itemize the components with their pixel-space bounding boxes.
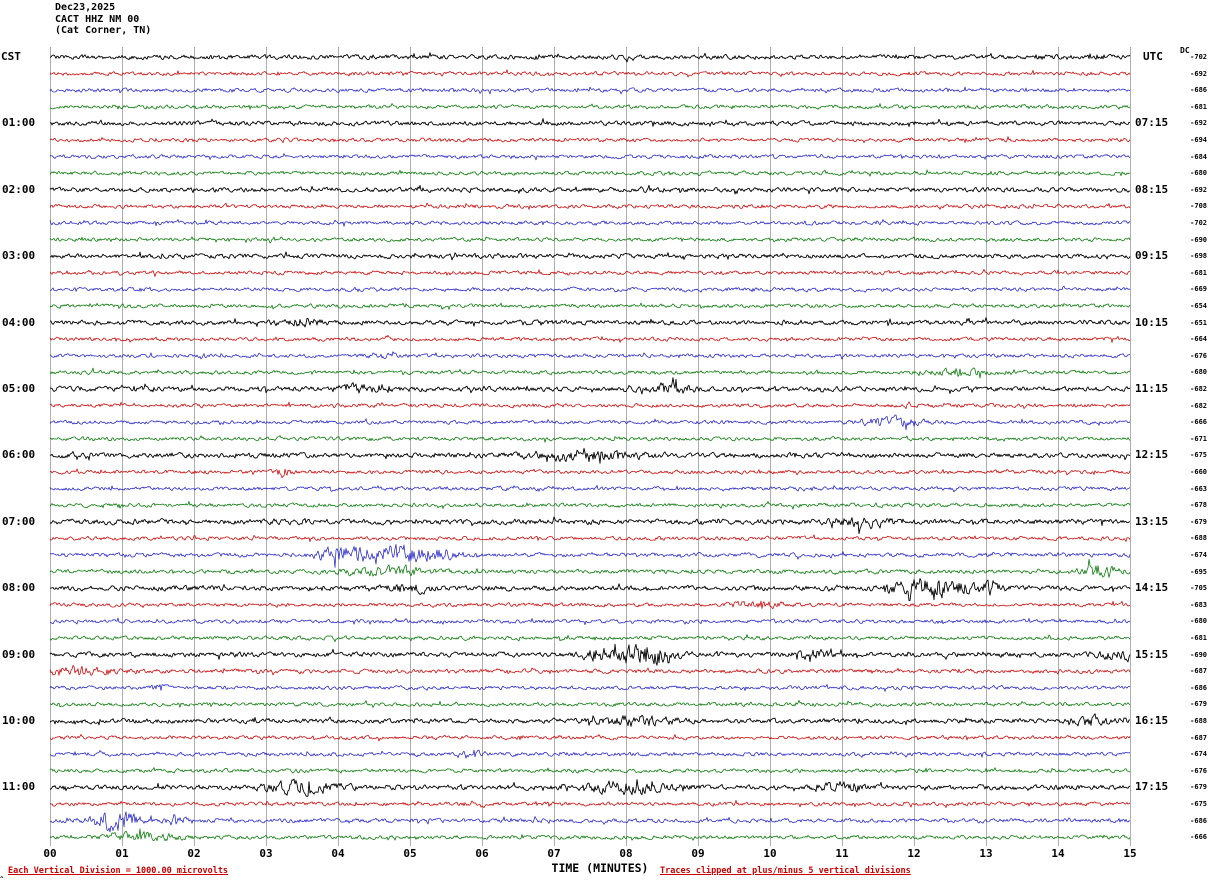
dc-offset-value: -692 (1190, 185, 1207, 194)
right-hour-label: 11:15 (1135, 382, 1169, 395)
dc-offset-value: -654 (1190, 302, 1207, 310)
dc-offset-value: -680 (1190, 368, 1207, 377)
dc-offset-value: -692 (1190, 69, 1207, 78)
left-timezone-label: CST (1, 50, 21, 63)
right-hour-label: 13:15 (1135, 514, 1169, 528)
dc-offset-value: -663 (1190, 484, 1207, 493)
x-axis-tick-label: 07 (547, 847, 561, 860)
dc-offset-value: -671 (1190, 434, 1207, 443)
dc-offset-value: -688 (1190, 717, 1207, 725)
plot-station-location: (Cat Corner, TN) (55, 25, 152, 36)
left-hour-label: 01:00 (2, 116, 36, 130)
left-hour-label: 06:00 (2, 448, 36, 462)
dc-offset-value: -681 (1190, 102, 1207, 111)
left-hour-label: 05:00 (2, 382, 36, 395)
x-axis-tick-label: 10 (763, 847, 777, 860)
dc-offset-value: -679 (1190, 700, 1207, 709)
dc-offset-value: -669 (1190, 285, 1207, 294)
dc-offset-value: -694 (1190, 136, 1207, 144)
dc-offset-value: -664 (1190, 335, 1207, 344)
dc-offset-value: -688 (1190, 534, 1207, 543)
dc-offset-value: -675 (1190, 451, 1207, 460)
dc-offset-value: -686 (1190, 86, 1207, 95)
left-hour-label: 02:00 (2, 182, 36, 196)
dc-offset-value: -698 (1190, 252, 1207, 261)
x-axis-tick-label: 02 (187, 847, 201, 860)
right-timezone-label: UTC (1143, 50, 1163, 63)
x-axis-title: TIME (MINUTES) (551, 861, 649, 875)
dc-offset-column-header: DC (1180, 46, 1190, 55)
dc-offset-value: -678 (1190, 501, 1207, 510)
dc-offset-value: -675 (1190, 800, 1207, 808)
dc-offset-value: -666 (1190, 418, 1207, 427)
x-axis-tick-label: 04 (331, 847, 345, 860)
right-hour-label: 09:15 (1135, 249, 1169, 263)
dc-offset-value: -692 (1190, 119, 1207, 128)
right-hour-label: 17:15 (1135, 780, 1169, 794)
plot-station-id: CACT HHZ NM 00 (55, 13, 140, 25)
dc-offset-value: -674 (1190, 551, 1207, 559)
right-hour-label: 12:15 (1135, 448, 1169, 462)
dc-offset-value: -684 (1190, 152, 1207, 161)
dc-offset-value: -679 (1190, 783, 1207, 792)
x-axis-tick-label: 09 (691, 847, 705, 860)
x-axis-tick-label: 01 (115, 847, 129, 860)
x-axis-tick-label: 08 (619, 847, 633, 860)
right-hour-label: 10:15 (1135, 315, 1169, 329)
dc-offset-value: -687 (1190, 667, 1207, 676)
x-axis-tick-label: 15 (1123, 847, 1137, 860)
dc-offset-value: -651 (1190, 318, 1207, 327)
right-hour-label: 07:15 (1135, 116, 1169, 130)
dc-offset-value: -681 (1190, 268, 1207, 277)
footer-clip-note: Traces clipped at plus/minus 5 vertical … (660, 866, 911, 876)
x-axis-tick-label: 06 (475, 847, 489, 860)
left-hour-label: 04:00 (2, 315, 36, 329)
dc-offset-value: -690 (1190, 650, 1207, 659)
dc-offset-value: -660 (1190, 468, 1207, 476)
dc-offset-value: -682 (1190, 385, 1207, 393)
dc-offset-value: -674 (1190, 750, 1207, 759)
footer-scale-note: Each Vertical Division = 1000.00 microvo… (8, 866, 229, 876)
dc-offset-value: -683 (1190, 600, 1207, 609)
left-hour-label: 09:00 (2, 647, 36, 661)
dc-offset-value: -681 (1190, 634, 1207, 642)
x-axis-tick-label: 13 (979, 847, 993, 860)
dc-offset-value: -686 (1190, 683, 1207, 692)
x-axis-tick-label: 14 (1051, 847, 1065, 860)
corner-mark: ^ (0, 876, 4, 883)
dc-offset-value: -702 (1190, 219, 1207, 227)
dc-offset-value: -708 (1190, 202, 1207, 211)
dc-offset-value: -686 (1190, 816, 1207, 825)
left-hour-label: 10:00 (2, 714, 36, 727)
dc-offset-value: -682 (1190, 401, 1207, 410)
dc-offset-value: -690 (1190, 235, 1207, 244)
plot-date: Dec23,2025 (55, 2, 116, 13)
dc-offset-value: -687 (1190, 733, 1207, 742)
x-axis-tick-label: 00 (43, 847, 57, 860)
plot-header: Dec23,2025 CACT HHZ NM 00 (Cat Corner, T… (55, 2, 151, 37)
left-hour-label: 03:00 (2, 249, 36, 263)
dc-offset-value: -676 (1190, 351, 1207, 360)
x-axis-tick-label: 12 (907, 847, 921, 860)
right-hour-label: 16:15 (1135, 714, 1169, 727)
left-hour-label: 11:00 (2, 780, 36, 794)
right-hour-label: 14:15 (1135, 581, 1169, 595)
dc-offset-value: -676 (1190, 766, 1207, 775)
dc-offset-value: -705 (1190, 584, 1207, 593)
dc-offset-value: -679 (1190, 517, 1207, 526)
dc-offset-value: -702 (1190, 53, 1207, 61)
dc-offset-value: -695 (1190, 567, 1207, 576)
right-hour-label: 15:15 (1135, 647, 1169, 661)
left-hour-label: 07:00 (2, 514, 36, 528)
dc-offset-value: -680 (1190, 169, 1207, 178)
x-axis-tick-label: 05 (403, 847, 417, 860)
left-hour-label: 08:00 (2, 581, 36, 595)
right-hour-label: 08:15 (1135, 182, 1169, 196)
dc-offset-value: -680 (1190, 617, 1207, 626)
dc-offset-value: -666 (1190, 833, 1207, 842)
x-axis-tick-label: 11 (835, 847, 849, 860)
x-axis-tick-label: 03 (259, 847, 273, 860)
